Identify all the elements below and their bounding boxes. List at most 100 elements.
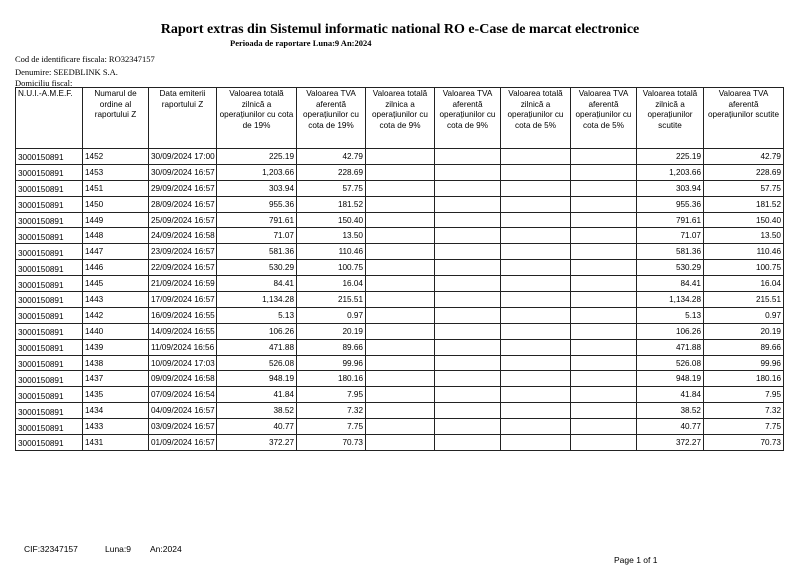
table-cell [570, 306, 637, 324]
table-cell: 30/09/2024 16:57 [148, 163, 217, 181]
table-cell [434, 211, 501, 229]
table-row: 3000150891 1445 21/09/2024 16:59 84.41 16.04… [15, 275, 784, 293]
table-row: 3000150891 1435 07/09/2024 16:54 41.84 7.95 4… [15, 386, 784, 404]
table-cell: 1,134.28 [216, 291, 297, 308]
table-cell [500, 195, 571, 213]
table-cell [365, 163, 435, 181]
table-cell: 7.75 [703, 418, 784, 436]
table-cell [434, 275, 501, 293]
table-cell: 7.95 [703, 386, 784, 404]
table-row: 3000150891 1453 30/09/2024 16:57 1,203.66 22… [15, 163, 784, 181]
table-row: 3000150891 1449 25/09/2024 16:57 791.61 150.… [15, 211, 784, 229]
column-header: Numarul de ordine al raportului Z [82, 87, 149, 149]
table-cell: 20.19 [296, 322, 366, 340]
table-body: 3000150891 1452 30/09/2024 17:00 225.19 42.7… [15, 148, 784, 451]
table-row: 3000150891 1451 29/09/2024 16:57 303.94 57.7… [15, 179, 784, 197]
table-cell: 1433 [82, 418, 149, 436]
table-cell [434, 291, 501, 308]
table-cell: 70.73 [296, 434, 366, 451]
table-cell: 1440 [82, 322, 149, 340]
table-cell [434, 227, 501, 245]
table-cell [570, 195, 637, 213]
table-cell: 38.52 [636, 402, 704, 420]
table-cell [500, 163, 571, 181]
table-cell [365, 434, 435, 451]
table-cell [500, 291, 571, 308]
table-cell [365, 195, 435, 213]
column-header: Data emiterii raportului Z [148, 87, 217, 149]
table-cell: 3000150891 [15, 148, 83, 165]
table-cell [365, 259, 435, 277]
table-cell: 180.16 [703, 370, 784, 388]
table-cell [434, 179, 501, 197]
table-row: 3000150891 1443 17/09/2024 16:57 1,134.28 21… [15, 291, 784, 308]
table-cell: 581.36 [216, 243, 297, 261]
table-cell [570, 370, 637, 388]
table-cell [500, 211, 571, 229]
table-cell: 3000150891 [15, 306, 83, 324]
table-cell [500, 370, 571, 388]
table-cell [434, 386, 501, 404]
table-cell [570, 418, 637, 436]
table-cell: 10/09/2024 17:03 [148, 354, 217, 372]
table-cell: 1434 [82, 402, 149, 420]
table-cell [570, 386, 637, 404]
table-cell [434, 418, 501, 436]
table-cell: 20.19 [703, 322, 784, 340]
table-cell: 100.75 [296, 259, 366, 277]
table-cell: 955.36 [636, 195, 704, 213]
table-cell [434, 322, 501, 340]
table-row: 3000150891 1447 23/09/2024 16:57 581.36 110.… [15, 243, 784, 261]
table-row: 3000150891 1450 28/09/2024 16:57 955.36 181.… [15, 195, 784, 213]
report-period: Perioada de raportare Luna:9 An:2024 [230, 38, 372, 48]
table-cell: 99.96 [703, 354, 784, 372]
table-cell: 3000150891 [15, 259, 83, 277]
table-cell: 84.41 [636, 275, 704, 293]
table-cell: 3000150891 [15, 211, 83, 229]
column-header: Valoarea TVA aferentă operațiunilor scut… [703, 87, 784, 149]
table-cell: 303.94 [216, 179, 297, 197]
table-cell [434, 243, 501, 261]
table-cell: 106.26 [636, 322, 704, 340]
table-cell [500, 227, 571, 245]
table-cell: 110.46 [703, 243, 784, 261]
table-cell [570, 322, 637, 340]
table-cell [570, 291, 637, 308]
table-cell [434, 402, 501, 420]
table-cell [434, 354, 501, 372]
table-cell: 225.19 [216, 148, 297, 165]
table-cell: 16.04 [296, 275, 366, 293]
table-cell: 57.75 [703, 179, 784, 197]
table-row: 3000150891 1439 11/09/2024 16:56 471.88 89.6… [15, 338, 784, 356]
table-cell: 1,203.66 [216, 163, 297, 181]
table-cell: 3000150891 [15, 275, 83, 293]
table-cell [500, 243, 571, 261]
table-cell: 1438 [82, 354, 149, 372]
table-cell: 3000150891 [15, 338, 83, 356]
table-cell [500, 275, 571, 293]
column-header: Valoarea TVA aferentă operațiunilor cu c… [296, 87, 366, 149]
table-cell: 228.69 [296, 163, 366, 181]
column-header: Valoarea totală zilnica a operațiunilor … [365, 87, 435, 149]
table-cell [570, 179, 637, 197]
table-cell: 181.52 [296, 195, 366, 213]
table-cell: 955.36 [216, 195, 297, 213]
table-cell [500, 259, 571, 277]
table-cell: 1442 [82, 306, 149, 324]
table-cell: 1449 [82, 211, 149, 229]
table-cell: 38.52 [216, 402, 297, 420]
table-cell [365, 418, 435, 436]
table-cell: 791.61 [216, 211, 297, 229]
table-cell [434, 338, 501, 356]
table-cell [570, 434, 637, 451]
table-cell: 3000150891 [15, 243, 83, 261]
table-cell: 28/09/2024 16:57 [148, 195, 217, 213]
table-cell [365, 275, 435, 293]
company-name: Denumire: SEEDBLINK S.A. [15, 67, 118, 77]
table-cell: 16/09/2024 16:55 [148, 306, 217, 324]
table-cell: 13.50 [703, 227, 784, 245]
table-cell: 14/09/2024 16:55 [148, 322, 217, 340]
table-row: 3000150891 1433 03/09/2024 16:57 40.77 7.75 4… [15, 418, 784, 436]
table-row: 3000150891 1446 22/09/2024 16:57 530.29 100.… [15, 259, 784, 277]
table-cell: 1451 [82, 179, 149, 197]
